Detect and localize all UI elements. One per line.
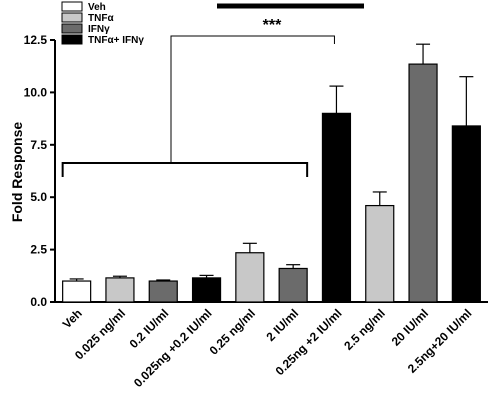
bar xyxy=(408,63,438,303)
x-tick-label: 2.5 ng/ml xyxy=(341,306,388,353)
legend-label: TNFα xyxy=(88,13,114,24)
bar xyxy=(191,277,222,303)
y-tick-label: 5.0 xyxy=(30,190,47,204)
x-tick-label: 0.025ng +0.2 IU/ml xyxy=(131,306,215,390)
x-tick-label: Veh xyxy=(60,306,85,331)
y-tick-label: 12.5 xyxy=(24,33,48,47)
bar xyxy=(365,204,395,303)
legend-swatch xyxy=(61,34,83,45)
y-tick-label: 10.0 xyxy=(24,85,48,99)
x-tick-label: 20 IU/ml xyxy=(389,306,431,348)
bar xyxy=(105,277,135,303)
bar xyxy=(451,125,481,303)
bar xyxy=(235,252,265,303)
y-ticks: 0.0 2.5 5.0 7.5 10.0 12.5 xyxy=(24,33,55,309)
x-tick-label: 2 IU/ml xyxy=(264,306,302,344)
significance-annotation: *** xyxy=(61,3,364,177)
x-tick-label: 0.25 ng/ml xyxy=(207,306,258,357)
bar xyxy=(278,267,308,303)
y-tick-label: 7.5 xyxy=(30,138,47,152)
legend-label: Veh xyxy=(88,2,106,13)
bar xyxy=(62,280,92,303)
comparison-connector xyxy=(170,35,335,163)
legend-label: TNFα+ IFNγ xyxy=(88,35,144,46)
y-tick-label: 0.0 xyxy=(30,295,47,309)
legend-swatch xyxy=(61,23,83,34)
bar xyxy=(321,112,352,303)
error-bars xyxy=(69,43,474,282)
comparison-bracket xyxy=(61,162,309,177)
significance-stars: *** xyxy=(263,17,282,34)
y-tick-label: 2.5 xyxy=(30,243,47,257)
legend-label: IFNγ xyxy=(88,24,110,35)
bar xyxy=(148,280,178,303)
y-axis-label: Fold Response xyxy=(9,122,25,223)
legend-swatch xyxy=(61,12,83,23)
legend-swatch xyxy=(61,1,83,12)
bars xyxy=(62,63,481,303)
x-tick-label: 0.2 IU/ml xyxy=(127,306,172,351)
